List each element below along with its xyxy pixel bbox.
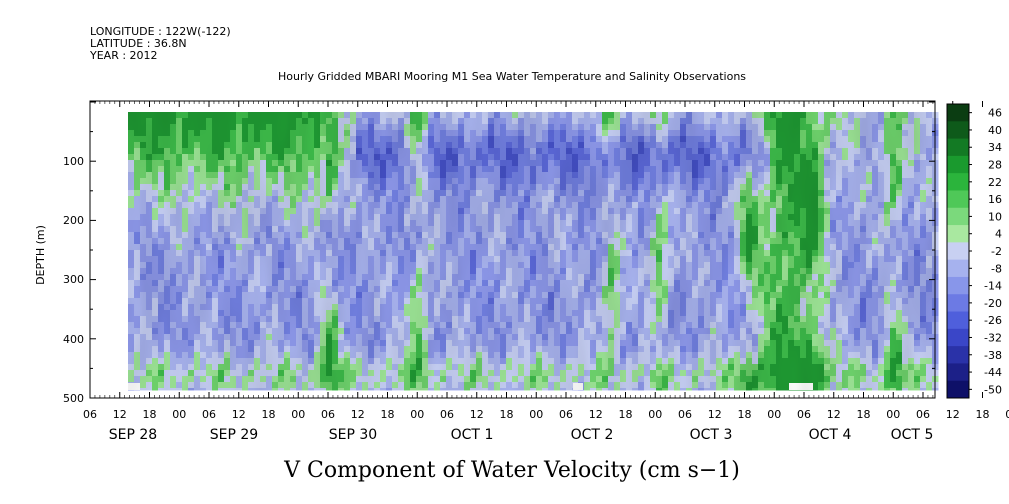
chart-title: Hourly Gridded MBARI Mooring M1 Sea Wate… — [278, 70, 746, 83]
longitude-label: LONGITUDE : 122W(-122) — [90, 25, 231, 38]
heatmap — [128, 112, 939, 391]
year-label: YEAR : 2012 — [89, 49, 158, 62]
latitude-label: LATITUDE : 36.8N — [90, 37, 187, 50]
